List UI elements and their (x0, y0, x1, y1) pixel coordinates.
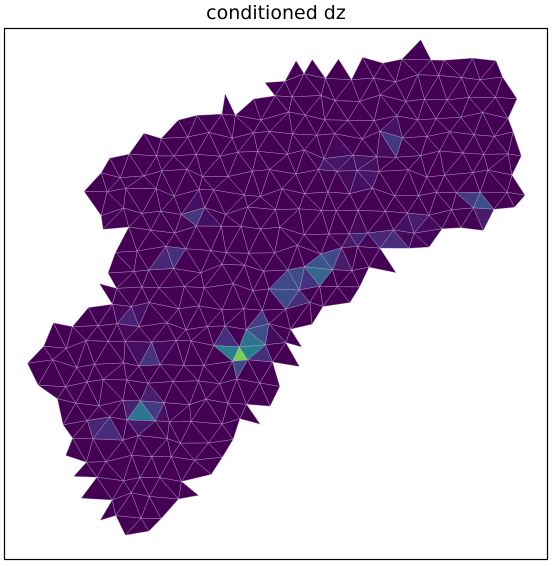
mesh-triangle (221, 418, 241, 441)
mesh-triangle (285, 328, 303, 348)
mesh-triangle (368, 247, 397, 274)
mesh-triangle (309, 301, 324, 325)
mesh-triangle (140, 517, 162, 532)
chart-title: conditioned dz (206, 2, 346, 24)
mesh-triangle (413, 228, 443, 248)
mesh-triangle (193, 456, 223, 475)
mesh-triangle (239, 403, 261, 425)
mesh-triangle (494, 97, 518, 119)
mesh-triangle (351, 266, 370, 288)
mesh-triangle (272, 342, 300, 367)
mesh-triangle (506, 191, 526, 208)
mesh-triangle (473, 207, 495, 232)
mesh-triangles (26, 39, 526, 536)
mesh-triangle (507, 153, 522, 176)
mesh-triangle (336, 286, 361, 304)
mesh-triangle (148, 496, 180, 520)
mesh-triangle (178, 481, 200, 500)
mesh-triangle (207, 439, 234, 458)
mesh-triangle (259, 382, 281, 407)
